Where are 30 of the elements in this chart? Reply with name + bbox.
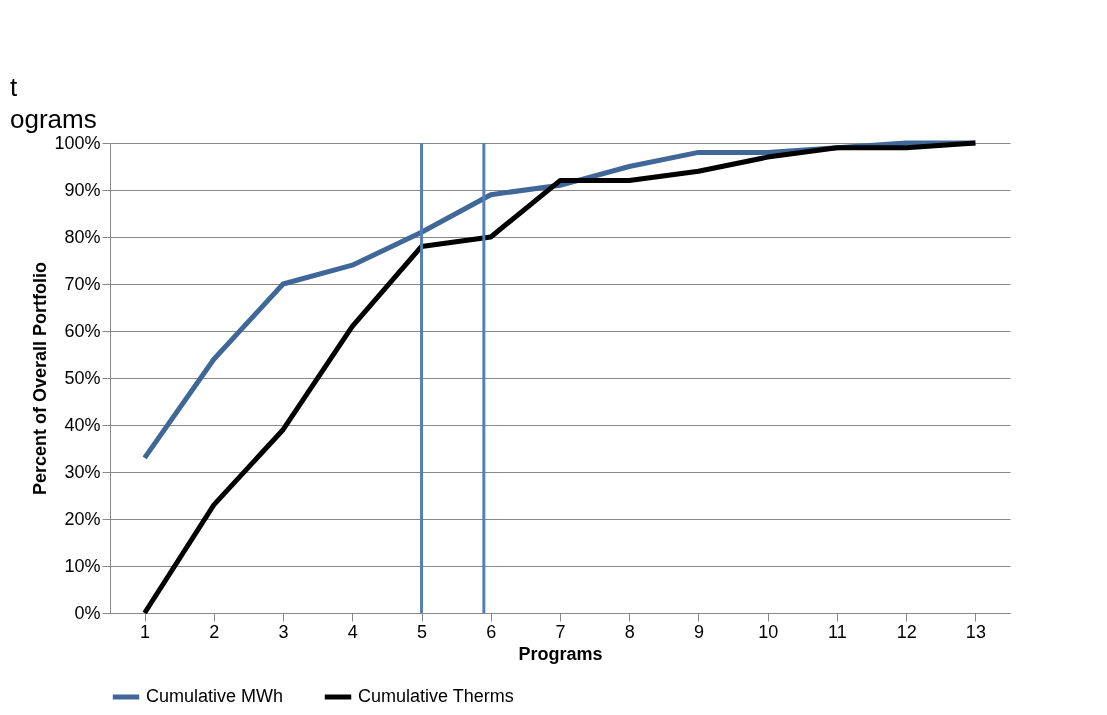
legend-label: Cumulative Therms (358, 686, 514, 706)
y-tick-label: 0% (74, 602, 101, 623)
x-tick-label: 2 (209, 621, 220, 642)
text: ograms (10, 104, 97, 134)
x-tick-label: 3 (278, 621, 289, 642)
x-tick-label: 6 (486, 621, 497, 642)
y-axis-title: Percent of Overall Portfolio (30, 261, 51, 496)
x-tick-label: 10 (758, 621, 779, 642)
x-tick-label: 11 (828, 621, 847, 642)
y-tick-label: 20% (64, 508, 101, 529)
x-tick-label: 12 (896, 621, 917, 642)
y-tick-label: 80% (64, 226, 101, 247)
y-tick-label: 70% (64, 273, 101, 294)
y-tick-label: 90% (64, 179, 101, 200)
legend-label: Cumulative MWh (146, 686, 284, 706)
x-tick-label: 9 (693, 621, 704, 642)
x-tick-label: 4 (347, 621, 358, 642)
y-tick-label: 40% (64, 414, 101, 435)
y-tick-label: 50% (64, 367, 101, 388)
y-tick-label: 10% (64, 555, 101, 576)
y-tick-label: 30% (64, 461, 101, 482)
x-tick-label: 13 (965, 621, 986, 642)
x-tick-label: 5 (417, 621, 428, 642)
x-tick-label: 1 (140, 621, 151, 642)
y-tick-label: 60% (64, 320, 101, 341)
x-tick-label: 8 (624, 621, 635, 642)
x-axis-title: Programs (518, 643, 603, 664)
x-tick-label: 7 (555, 621, 566, 642)
text: t (10, 72, 18, 102)
y-tick-label: 100% (54, 132, 101, 153)
